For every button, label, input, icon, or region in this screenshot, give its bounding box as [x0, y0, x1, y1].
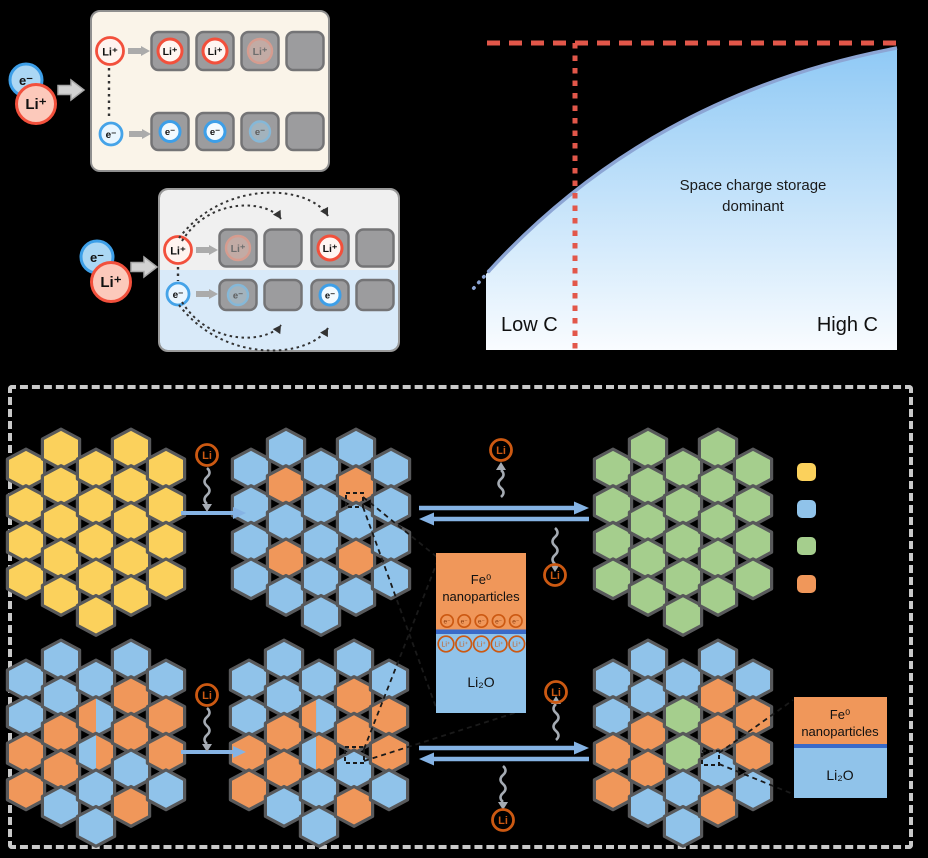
legend-swatch-orange — [797, 575, 816, 593]
capacity-curve-dotted-tail — [471, 269, 491, 291]
electron-icon — [79, 239, 115, 275]
chart-annotation-line2: dominant — [722, 198, 785, 215]
electron-lithium-pair: e⁻ Li⁺ — [8, 62, 86, 125]
block-arrow-icon — [57, 78, 86, 102]
x-axis-high-c-label: High C — [817, 314, 878, 336]
space-charge-panel — [158, 188, 400, 352]
space-charge-area-fill — [486, 48, 897, 350]
label: e⁻ — [90, 250, 104, 265]
legend-swatch-yellow — [797, 463, 816, 481]
lithium-ion-icon — [15, 83, 57, 125]
label: Li⁺ — [25, 96, 46, 113]
space-charge-panel-cation-half — [160, 190, 398, 270]
x-axis-low-c-label: Low C — [501, 314, 558, 336]
intercalation-panel — [90, 10, 330, 172]
conversion-mechanism-dashed-box — [8, 385, 913, 849]
chart-annotation-line1: Space charge storage — [680, 177, 827, 194]
space-charge-panel-electron-half — [160, 270, 398, 350]
label: e⁻ — [19, 73, 33, 88]
electron-lithium-pair: e⁻ Li⁺ — [79, 239, 159, 303]
legend-swatch-green — [797, 537, 816, 555]
electron-icon — [8, 62, 44, 98]
capacity-curve — [487, 46, 898, 273]
block-arrow-icon — [130, 255, 159, 279]
label: Li⁺ — [100, 274, 121, 291]
legend-swatch-blue — [797, 500, 816, 518]
lithium-ion-icon — [90, 261, 132, 303]
